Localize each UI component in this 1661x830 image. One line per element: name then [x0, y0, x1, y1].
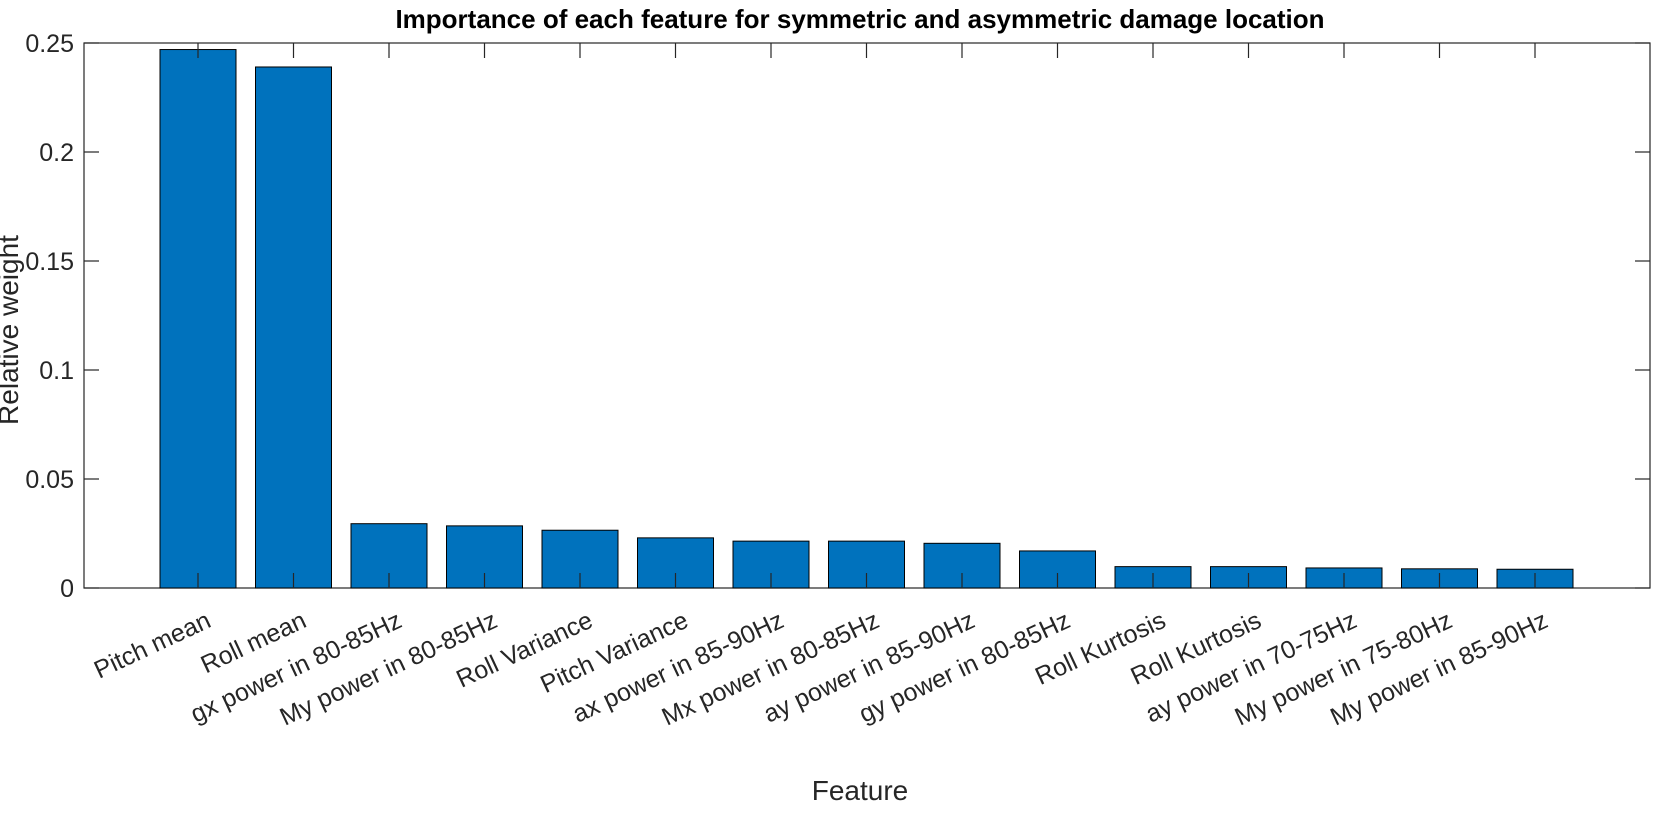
chart-title: Importance of each feature for symmetric… [395, 4, 1324, 34]
y-axis-label: Relative weight [0, 235, 24, 425]
bar [159, 49, 237, 589]
y-tick-label: 0.15 [25, 248, 74, 276]
y-tick-label: 0.05 [25, 466, 74, 494]
x-axis-label: Feature [812, 775, 909, 806]
y-tick-label: 0.25 [25, 30, 74, 58]
y-tick-label: 0 [60, 575, 74, 603]
y-tick-label: 0.2 [39, 139, 74, 167]
x-tick-label: Pitch mean [90, 606, 215, 684]
bar [255, 66, 332, 589]
y-tick-label: 0.1 [39, 357, 74, 385]
